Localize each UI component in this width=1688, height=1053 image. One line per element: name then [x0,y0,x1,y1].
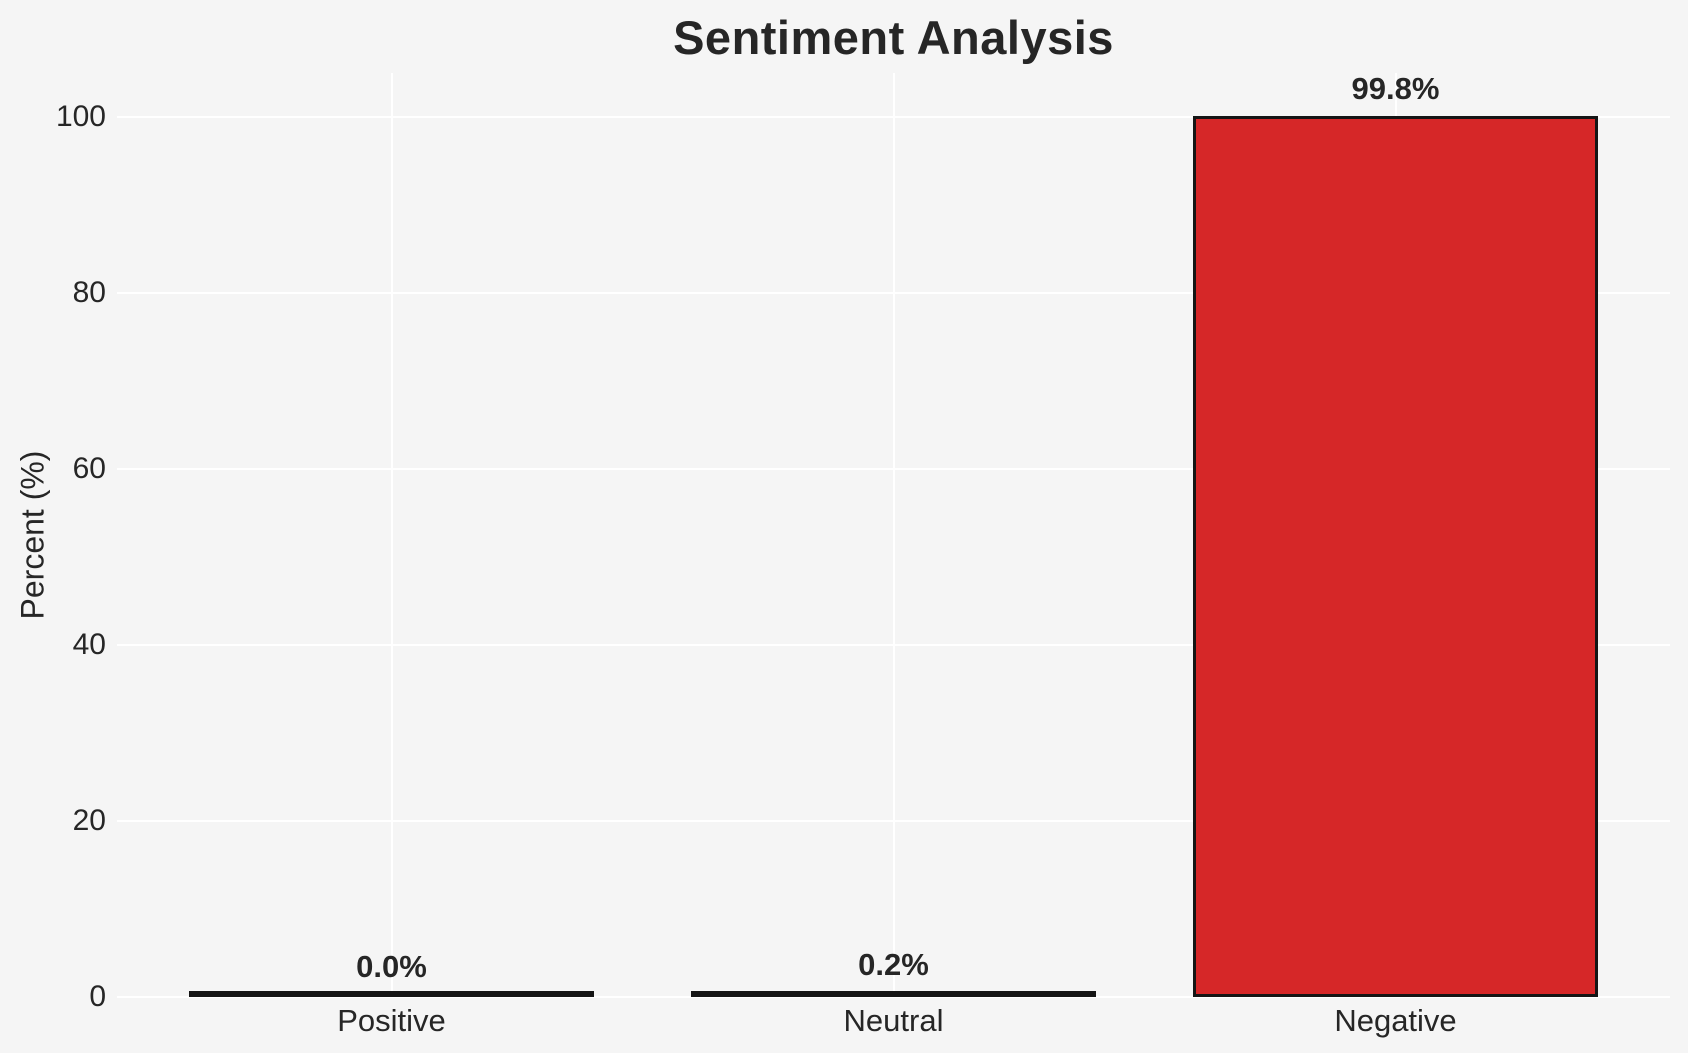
gridline-v-positive [390,73,393,997]
x-tick-label-negative: Negative [1334,1003,1457,1038]
bar-value-label-negative: 99.8% [1351,70,1440,106]
bar-negative [1193,115,1598,997]
y-tick-label: 80 [72,276,106,309]
y-tick-label: 40 [72,628,106,661]
bar-value-label-neutral: 0.2% [858,947,929,983]
y-tick-label: 60 [72,452,106,485]
y-tick-label: 20 [72,804,106,837]
gridline-h-0 [117,996,1670,998]
y-tick-label: 100 [55,100,106,133]
x-tick-label-neutral: Neutral [843,1003,944,1038]
chart-title: Sentiment Analysis [673,11,1114,64]
bar-neutral [691,991,1096,997]
bar-value-label-positive: 0.0% [356,949,427,984]
y-tick-label: 0 [89,980,106,1013]
plot-area [117,73,1670,998]
gridline-v-neutral [892,73,895,997]
bar-positive [189,991,594,997]
x-tick-label-positive: Positive [337,1003,446,1038]
